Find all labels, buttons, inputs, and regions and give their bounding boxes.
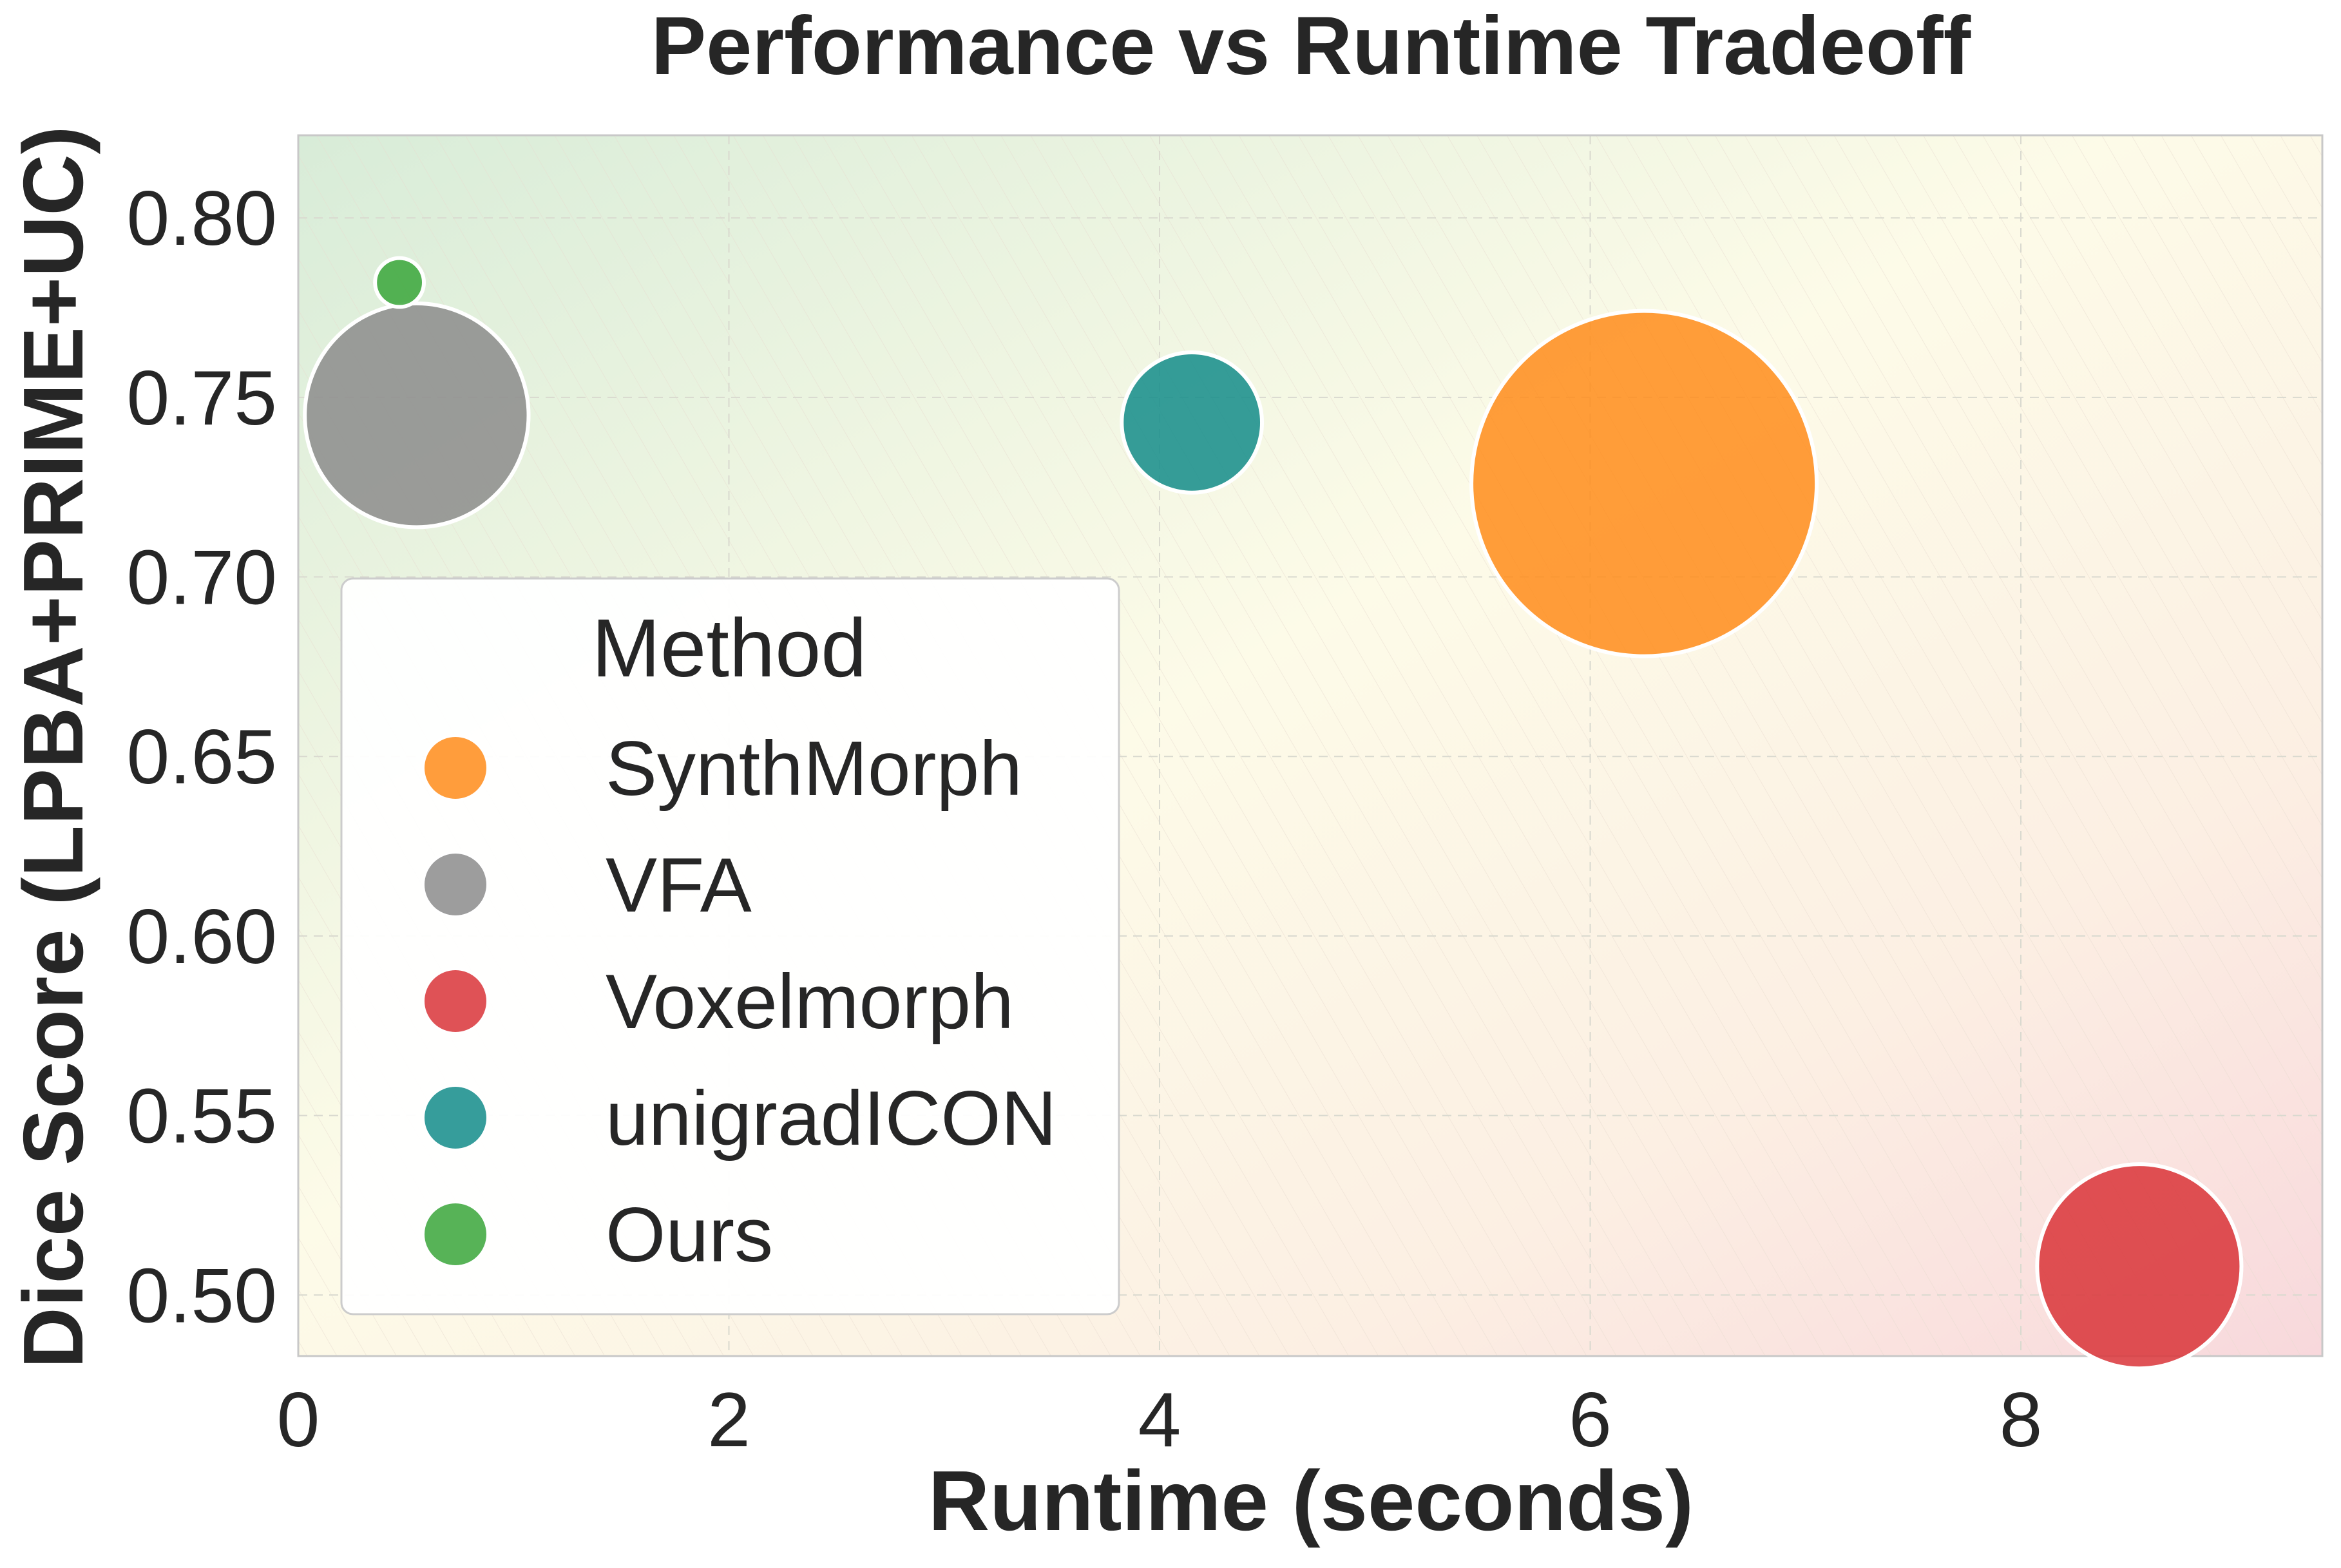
legend-label-synthmorph: SynthMorph	[606, 725, 1022, 812]
plot-frame	[297, 134, 2324, 1357]
x-tick-label: 6	[1569, 1377, 1612, 1463]
y-tick-label: 0.75	[126, 355, 277, 441]
legend: Method SynthMorph VFA Voxelmorph unigradICO…	[340, 577, 1120, 1315]
bubble-vfa	[303, 301, 531, 530]
legend-label-ours: Ours	[606, 1192, 773, 1278]
bubble-ours	[373, 256, 426, 309]
bubble-voxelmorph	[2035, 1162, 2244, 1371]
y-tick-label: 0.50	[126, 1252, 277, 1339]
legend-marker-voxelmorph	[422, 968, 489, 1035]
y-tick-label: 0.80	[126, 175, 277, 262]
legend-marker-unigradicon	[422, 1084, 489, 1151]
legend-label-voxelmorph: Voxelmorph	[606, 959, 1014, 1045]
y-tick-label: 0.65	[126, 714, 277, 800]
y-axis-ticks: 0.50 0.55 0.60 0.65 0.70 0.75 0.80	[126, 175, 277, 1339]
legend-entries: SynthMorph VFA Voxelmorph unigradICON Ours	[422, 725, 1056, 1278]
legend-marker-synthmorph	[422, 734, 489, 801]
y-tick-label: 0.70	[126, 535, 277, 621]
bubble-synthmorph	[1469, 309, 1819, 658]
data-marks	[303, 256, 2244, 1371]
legend-label-vfa: VFA	[606, 842, 752, 928]
legend-title: Method	[592, 602, 867, 694]
legend-box	[340, 577, 1120, 1315]
bubble-unigradicon	[1120, 350, 1265, 495]
y-tick-label: 0.55	[126, 1073, 277, 1160]
x-tick-label: 0	[277, 1377, 320, 1463]
x-axis-label: Runtime (seconds)	[928, 1453, 1694, 1548]
legend-label-unigradicon: unigradICON	[606, 1075, 1056, 1162]
x-tick-label: 2	[707, 1377, 750, 1463]
y-tick-label: 0.60	[126, 894, 277, 980]
x-tick-label: 4	[1138, 1377, 1181, 1463]
y-axis-label: Dice Score (LPBA+PRIME+UC)	[6, 126, 100, 1368]
legend-marker-vfa	[422, 851, 489, 918]
grid	[298, 135, 2322, 1356]
x-axis-ticks: 0 2 4 6 8	[277, 1377, 2043, 1463]
legend-marker-ours	[422, 1201, 489, 1268]
x-tick-label: 8	[2000, 1377, 2043, 1463]
chart-title: Performance vs Runtime Tradeoff	[651, 0, 1971, 92]
